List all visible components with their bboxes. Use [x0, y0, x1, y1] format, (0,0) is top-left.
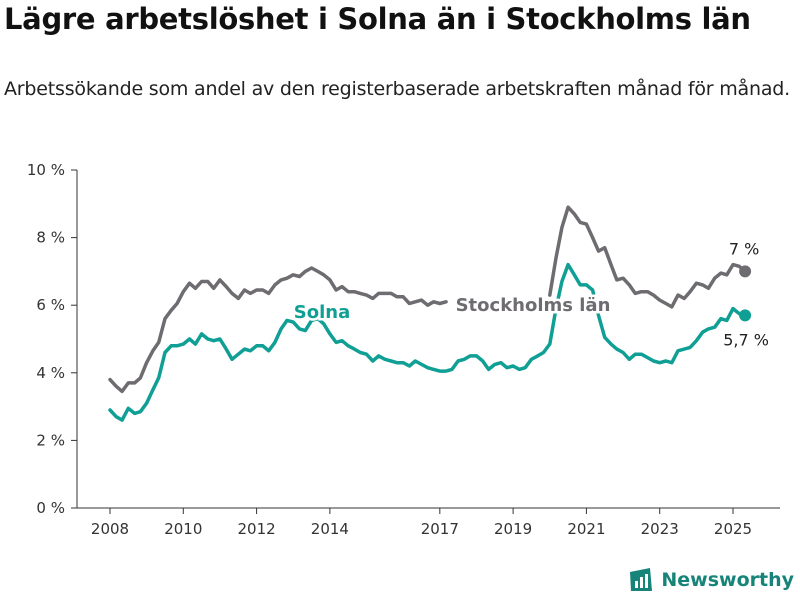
series-label-stockholm: Stockholms län — [456, 295, 611, 316]
x-tick-label: 2008 — [91, 520, 129, 538]
x-tick-label: 2017 — [421, 520, 459, 538]
x-tick-label: 2021 — [567, 520, 605, 538]
x-tick-label: 2010 — [164, 520, 202, 538]
y-axis: 0 % 2 % 4 % 6 % 8 % 10 % — [27, 161, 78, 517]
y-tick-label: 2 % — [36, 431, 65, 449]
series-layer — [108, 205, 752, 422]
brand-logo[interactable]: Newsworthy — [627, 566, 794, 594]
x-tick-label: 2023 — [641, 520, 679, 538]
x-tick-label: 2012 — [237, 520, 275, 538]
series-line-solna — [108, 262, 747, 422]
series-label-solna: Solna — [294, 302, 350, 323]
end-label-stockholm: 7 % — [729, 239, 759, 258]
y-tick-label: 10 % — [27, 161, 65, 179]
x-axis: 2008 2010 2012 2014 2017 2019 2021 2023 2025 — [77, 507, 780, 538]
series-line-stockholm — [548, 205, 747, 309]
chart-subtitle: Arbetssökande som andel av den registerb… — [4, 78, 790, 100]
chart-title: Lägre arbetslöshet i Solna än i Stockhol… — [4, 2, 751, 36]
brand-name: Newsworthy — [661, 569, 794, 591]
y-tick-label: 0 % — [36, 499, 65, 517]
y-tick-label: 4 % — [36, 364, 65, 382]
end-label-solna: 5,7 % — [723, 330, 769, 349]
x-tick-label: 2019 — [494, 520, 532, 538]
series-line-stockholm — [520, 306, 528, 313]
series-line-stockholm — [108, 266, 448, 394]
y-tick-label: 8 % — [36, 229, 65, 247]
newsworthy-logo-icon — [630, 568, 653, 591]
y-tick-label: 6 % — [36, 296, 65, 314]
end-point-stockholm — [739, 265, 752, 278]
x-tick-label: 2025 — [714, 520, 752, 538]
x-tick-label: 2014 — [311, 520, 349, 538]
end-point-solna — [739, 309, 752, 322]
label-layer: 7 % 5,7 % Stockholms län Solna — [291, 239, 769, 349]
